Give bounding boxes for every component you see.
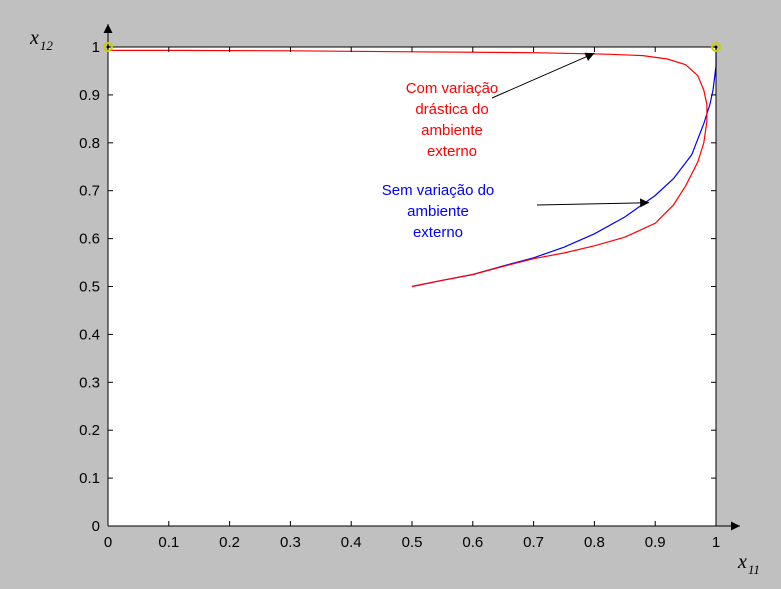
x-tick-label-7: 0.7 bbox=[523, 534, 544, 551]
x-tick-label-0: 0 bbox=[104, 534, 112, 551]
x-axis-label-var: x bbox=[737, 551, 747, 573]
ticks-layer: 0 0.1 0.2 0.3 0.4 0.5 0.6 0.7 0.8 0.9 1 0 0.1 0.2 0.3 0… bbox=[79, 39, 720, 551]
x-tick-label-3: 0.3 bbox=[280, 534, 301, 551]
y-tick-label-5: 0.5 bbox=[79, 279, 100, 296]
x-tick-label-5: 0.5 bbox=[402, 534, 423, 551]
annotation-0-line-1: drástica do bbox=[415, 101, 488, 118]
y-axis-label-var: x bbox=[29, 27, 39, 49]
annotation-1-line-0: Sem variação do bbox=[382, 182, 495, 199]
annotation-arrow-1 bbox=[536, 198, 650, 208]
x-tick-label-4: 0.4 bbox=[341, 534, 362, 551]
y-tick-label-10: 1 bbox=[92, 39, 100, 56]
y-tick-label-6: 0.6 bbox=[79, 231, 100, 248]
annotation-0-line-0: Com variação bbox=[406, 80, 499, 97]
annotation-1-line-1: ambiente bbox=[407, 203, 469, 220]
series-line-1 bbox=[108, 49, 708, 288]
y-tick-label-7: 0.7 bbox=[79, 183, 100, 200]
annotation-0-line-3: externo bbox=[427, 143, 477, 160]
y-tick-label-8: 0.8 bbox=[79, 135, 100, 152]
y-tick-label-1: 0.1 bbox=[79, 470, 100, 487]
y-axis-label-sub: 12 bbox=[40, 38, 54, 53]
y-tick-label-9: 0.9 bbox=[79, 87, 100, 104]
annotations-layer: Com variação drástica do ambiente externo Se… bbox=[382, 52, 650, 241]
x-tick-label-8: 0.8 bbox=[584, 534, 605, 551]
y-tick-label-3: 0.3 bbox=[79, 374, 100, 391]
endpoint-dot-1 bbox=[714, 45, 718, 49]
y-tick-label-0: 0 bbox=[92, 518, 100, 535]
y-tick-label-4: 0.4 bbox=[79, 326, 100, 343]
annotation-arrow-0 bbox=[491, 52, 595, 99]
endpoint-dot-0 bbox=[106, 45, 110, 49]
x-tick-label-9: 0.9 bbox=[645, 534, 666, 551]
x-tick-label-10: 1 bbox=[712, 534, 720, 551]
endpoint-marker-0 bbox=[103, 42, 113, 52]
y-axis-label: x12 bbox=[29, 27, 53, 53]
x-tick-label-6: 0.6 bbox=[462, 534, 483, 551]
x-tick-label-2: 0.2 bbox=[219, 534, 240, 551]
annotation-1-line-2: externo bbox=[413, 224, 463, 241]
markers-layer bbox=[103, 42, 721, 52]
x-axis-label-sub: 11 bbox=[748, 562, 760, 577]
y-tick-label-2: 0.2 bbox=[79, 422, 100, 439]
x-tick-label-1: 0.1 bbox=[158, 534, 179, 551]
series-layer bbox=[108, 47, 717, 288]
endpoint-marker-1 bbox=[711, 42, 721, 52]
x-axis-label: x11 bbox=[737, 551, 760, 577]
annotation-0-line-2: ambiente bbox=[421, 122, 483, 139]
